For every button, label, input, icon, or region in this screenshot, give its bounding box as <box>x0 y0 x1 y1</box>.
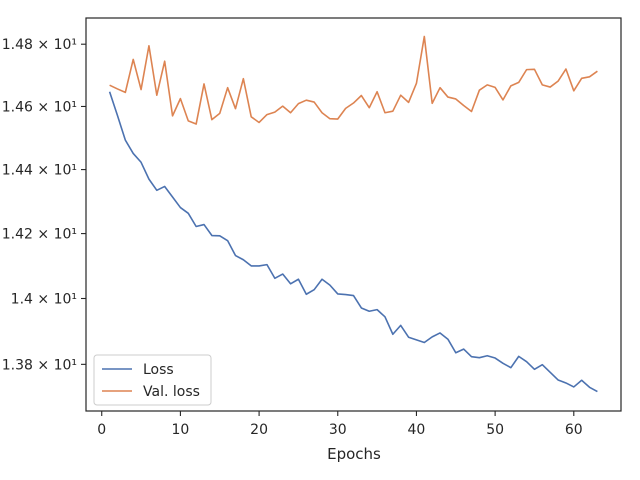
x-tick-label: 0 <box>97 422 106 438</box>
legend: Loss Val. loss <box>93 354 212 406</box>
y-tick-label: 1.46 × 10¹ <box>2 99 77 115</box>
x-tick-label: 30 <box>329 422 347 438</box>
series-layer <box>108 35 598 393</box>
y-axis: 1.48 × 10¹ 1.46 × 10¹ 1.44 × 10¹ 1.42 × 10¹… <box>2 37 86 373</box>
legend-label-val-loss: Val. loss <box>143 384 200 400</box>
y-tick-label: 1.48 × 10¹ <box>2 37 77 53</box>
series-line-loss <box>108 91 598 393</box>
x-tick-label: 40 <box>408 422 426 438</box>
y-tick-label: 1.4 × 10¹ <box>11 291 77 307</box>
x-tick-label: 60 <box>565 422 583 438</box>
x-tick-label: 10 <box>171 422 189 438</box>
x-tick-label: 20 <box>250 422 268 438</box>
y-tick-label: 1.38 × 10¹ <box>2 357 77 373</box>
legend-label-loss: Loss <box>143 362 174 378</box>
series-line-val-loss <box>109 35 598 125</box>
x-tick-label: 50 <box>486 422 504 438</box>
y-tick-label: 1.42 × 10¹ <box>2 227 77 243</box>
legend-box <box>93 354 212 406</box>
plot-area <box>85 17 622 412</box>
y-tick-label: 1.44 × 10¹ <box>2 163 77 179</box>
x-axis: 0 10 20 30 40 50 60 <box>97 411 583 438</box>
x-axis-label: Epochs <box>327 445 381 463</box>
